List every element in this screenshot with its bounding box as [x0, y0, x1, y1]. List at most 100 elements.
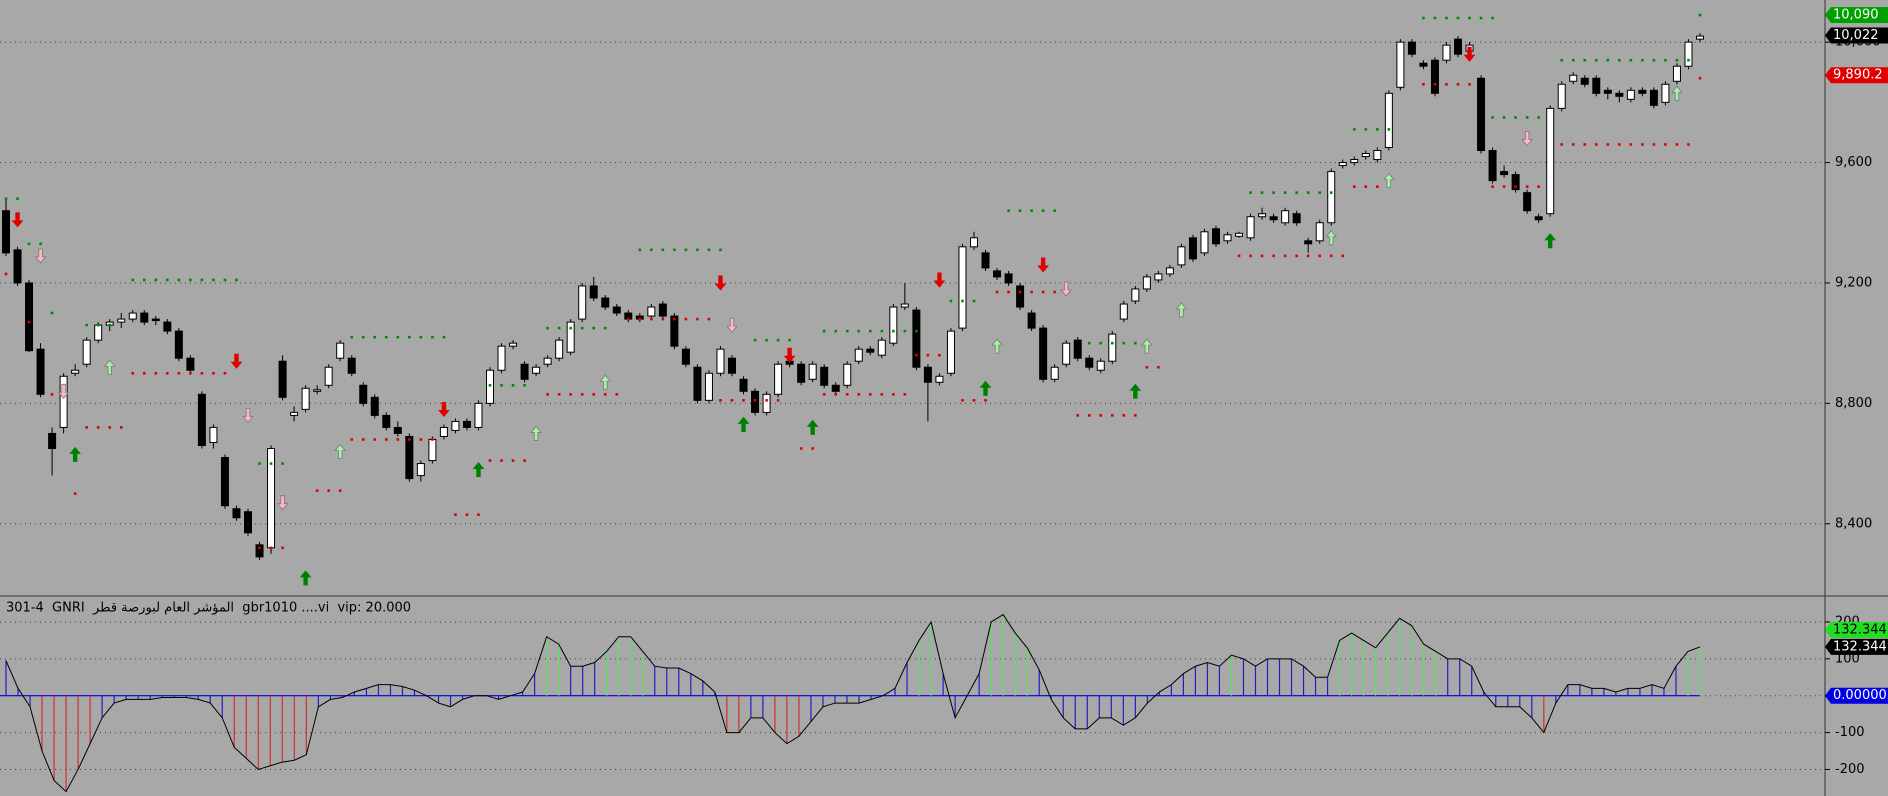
stop-dot — [661, 317, 665, 321]
candle-body — [1523, 192, 1532, 212]
candle-body — [82, 339, 91, 365]
stop-dot — [85, 323, 88, 327]
candle-body — [670, 315, 679, 347]
stop-dot — [258, 462, 261, 465]
stop-dot — [1664, 58, 1667, 62]
stop-dot — [1687, 58, 1690, 62]
stop-dot — [1272, 254, 1275, 258]
candle-body — [382, 414, 391, 428]
stop-dot — [373, 335, 377, 339]
signal-arrow — [933, 272, 946, 288]
stop-dot — [1134, 341, 1137, 345]
candle-body — [1315, 222, 1324, 242]
stop-dot — [1560, 143, 1564, 146]
candle-body — [1165, 267, 1174, 275]
stop-dot — [108, 323, 112, 327]
value-box — [1825, 67, 1888, 84]
stop-dot — [903, 329, 907, 333]
signal-arrow — [242, 407, 254, 424]
stop-dot — [684, 248, 688, 252]
stop-dot — [857, 329, 861, 333]
stop-dot — [592, 326, 596, 330]
candle-body — [278, 360, 287, 398]
stop-dot — [1583, 58, 1587, 62]
signal-arrow — [334, 443, 347, 459]
stop-dot — [477, 513, 480, 517]
stop-dot — [1675, 143, 1679, 146]
stop-dot — [200, 371, 204, 375]
signal-arrow — [1060, 281, 1073, 297]
stop-dot — [1525, 116, 1529, 119]
signal-arrow — [714, 275, 727, 291]
value-box-label: 9,890.2 — [1833, 68, 1883, 83]
stop-dot — [500, 383, 503, 387]
stop-dot — [1618, 143, 1621, 146]
stop-dot — [166, 371, 169, 375]
stop-dot — [384, 438, 388, 441]
stop-dot — [557, 393, 561, 396]
stop-dot — [142, 371, 146, 375]
stop-dot — [1352, 128, 1356, 131]
signal-arrow — [806, 419, 819, 435]
candle-body — [589, 285, 598, 299]
candle-body — [1223, 234, 1232, 242]
stop-dot — [580, 326, 584, 330]
signal-arrow — [1129, 383, 1142, 399]
stop-dot — [603, 326, 607, 330]
stop-dot — [1422, 16, 1425, 20]
stop-dot — [4, 197, 8, 200]
stop-dot — [1306, 254, 1310, 258]
candle-body — [1638, 89, 1647, 94]
stop-dot — [1571, 143, 1575, 146]
signal-arrow — [991, 338, 1003, 354]
candle-body — [1384, 92, 1393, 148]
stop-dot — [580, 393, 584, 396]
stop-dot — [154, 371, 158, 375]
stop-dot — [1629, 143, 1633, 146]
candle-body — [1062, 342, 1071, 365]
candle-body — [462, 420, 471, 428]
candle-body — [958, 246, 967, 329]
stop-dot — [269, 462, 273, 465]
stop-dot — [1675, 58, 1679, 62]
candle-body — [324, 366, 333, 386]
stop-dot — [396, 335, 400, 339]
stop-dot — [1698, 13, 1702, 17]
candle-body — [647, 306, 656, 317]
candle-body — [1546, 107, 1555, 215]
stop-dot — [1445, 82, 1448, 86]
stop-dot — [730, 399, 734, 402]
stop-dot — [661, 248, 665, 252]
stop-dot — [1122, 414, 1126, 417]
stop-dot — [673, 317, 676, 321]
candle-body — [1292, 213, 1301, 224]
stop-dot — [1030, 209, 1033, 213]
stop-dot — [1110, 341, 1114, 345]
stop-dot — [1491, 16, 1494, 20]
candle-body — [923, 366, 932, 383]
stop-dot — [442, 335, 446, 339]
stop-dot — [1698, 76, 1702, 80]
candle-body — [509, 342, 518, 347]
stop-dot — [1018, 290, 1022, 294]
candle-body — [1350, 159, 1359, 164]
stop-dot — [834, 329, 838, 333]
candle-body — [993, 270, 1002, 278]
stop-dot — [569, 326, 572, 330]
candle-body — [336, 342, 345, 359]
stop-dot — [1053, 209, 1056, 213]
value-box — [1825, 621, 1888, 638]
stop-dot — [1433, 16, 1437, 20]
signal-arrow — [530, 425, 542, 441]
stop-dot — [361, 335, 365, 339]
stop-dot — [73, 492, 77, 495]
stop-dot — [258, 546, 261, 550]
candle-body — [13, 249, 22, 284]
signal-arrow — [726, 317, 738, 333]
value-box — [1825, 7, 1888, 24]
stop-dot — [961, 299, 964, 303]
stop-dot — [1295, 191, 1298, 194]
stop-dot — [961, 399, 964, 402]
stop-dot — [546, 393, 549, 396]
stop-dot — [880, 393, 884, 396]
